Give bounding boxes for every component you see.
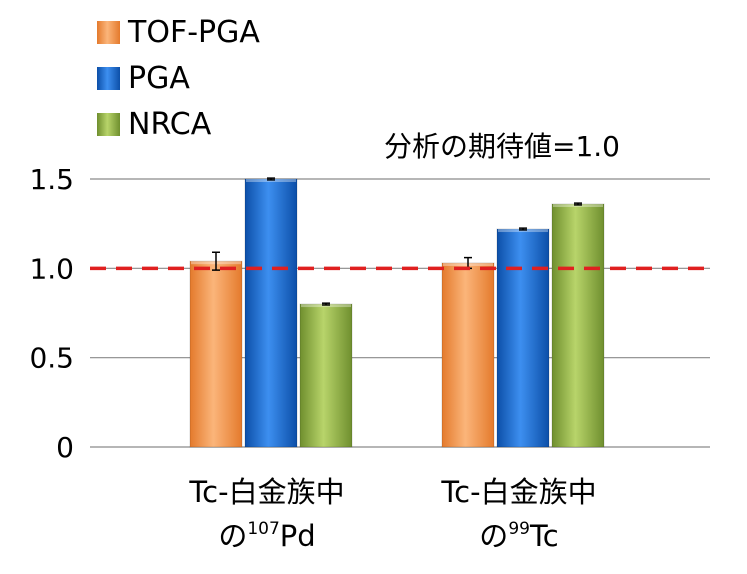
- bar-tof-pga-1: [189, 260, 243, 448]
- y-tick-label: 0.5: [29, 342, 74, 375]
- legend-label: TOF-PGA: [127, 15, 260, 50]
- element-symbol: Pd: [280, 519, 316, 553]
- legend-label: NRCA: [128, 107, 212, 142]
- y-axis-ticks: 0 0.5 1.0 1.5: [29, 163, 74, 464]
- legend-swatch: [97, 67, 120, 90]
- error-bar: [212, 251, 220, 271]
- y-tick-label: 0: [56, 431, 74, 464]
- legend-item-tof-pga: TOF-PGA: [97, 15, 260, 50]
- error-bar: [519, 227, 527, 231]
- category-label-line1: Tc-白金族中: [440, 475, 596, 509]
- category-label-line2: の99Tc: [479, 519, 558, 553]
- category-prefix: の: [218, 519, 247, 553]
- error-bar: [322, 302, 330, 306]
- bar-pga-1: [244, 178, 298, 448]
- bar-tof-pga-2: [441, 262, 495, 448]
- isotope-mass-number: 107: [247, 519, 279, 539]
- element-symbol: Tc: [529, 519, 559, 553]
- legend-item-pga: PGA: [97, 61, 190, 96]
- legend-label: PGA: [128, 61, 190, 96]
- legend-swatch: [97, 21, 120, 44]
- expected-value-annotation: 分析の期待値=1.0: [384, 130, 620, 163]
- y-tick-label: 1.5: [29, 163, 74, 196]
- bar-nrca-2: [551, 203, 605, 448]
- error-bar: [574, 202, 582, 206]
- error-bar: [267, 177, 275, 181]
- bars: [189, 177, 605, 448]
- legend-item-nrca: NRCA: [97, 107, 212, 142]
- gridlines: [90, 178, 710, 448]
- legend-swatch: [97, 113, 120, 136]
- bar-pga-2: [496, 228, 550, 448]
- legend: TOF-PGA PGA NRCA: [97, 15, 260, 142]
- category-label-line2: の107Pd: [218, 519, 315, 553]
- bar-nrca-1: [299, 303, 353, 448]
- category-label-line1: Tc-白金族中: [188, 475, 344, 509]
- category-prefix: の: [479, 519, 508, 553]
- y-tick-label: 1.0: [29, 252, 74, 285]
- isotope-mass-number: 99: [508, 519, 530, 539]
